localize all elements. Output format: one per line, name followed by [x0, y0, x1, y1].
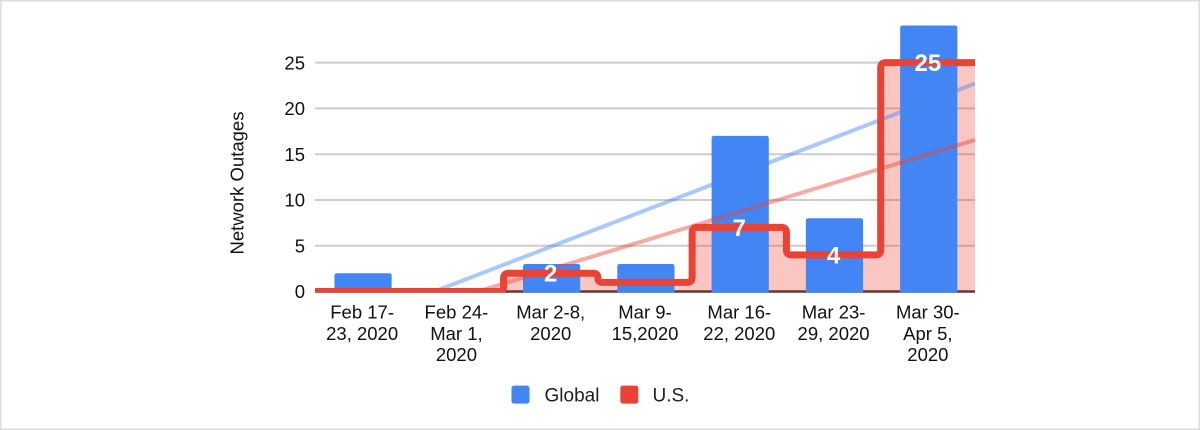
svg-text:Mar 9-: Mar 9-	[618, 302, 671, 323]
svg-text:25: 25	[284, 52, 305, 73]
svg-text:0: 0	[295, 281, 305, 302]
svg-text:2020: 2020	[530, 323, 571, 344]
svg-text:4: 4	[827, 242, 841, 269]
svg-text:Feb 17-: Feb 17-	[330, 302, 394, 323]
svg-text:5: 5	[295, 235, 305, 256]
svg-text:7: 7	[733, 215, 746, 242]
svg-text:Global: Global	[545, 386, 600, 407]
svg-text:23, 2020: 23, 2020	[326, 323, 398, 344]
svg-text:2020: 2020	[436, 344, 477, 365]
svg-text:29, 2020: 29, 2020	[798, 323, 870, 344]
svg-text:Mar 1,: Mar 1,	[430, 323, 482, 344]
svg-text:25: 25	[915, 50, 942, 77]
svg-text:20: 20	[284, 98, 305, 119]
svg-text:Mar 30-: Mar 30-	[896, 302, 960, 323]
svg-text:22, 2020: 22, 2020	[703, 323, 775, 344]
svg-text:Apr 5,: Apr 5,	[903, 323, 952, 344]
svg-text:Mar 2-8,: Mar 2-8,	[516, 302, 585, 323]
svg-text:Feb 24-: Feb 24-	[425, 302, 489, 323]
svg-text:2: 2	[544, 261, 557, 288]
svg-text:15: 15	[284, 144, 305, 165]
svg-text:Mar 23-: Mar 23-	[802, 302, 866, 323]
svg-text:Mar 16-: Mar 16-	[707, 302, 771, 323]
svg-text:15,2020: 15,2020	[612, 323, 679, 344]
svg-text:Network Outages: Network Outages	[227, 112, 248, 255]
svg-text:U.S.: U.S.	[653, 386, 690, 407]
svg-text:10: 10	[284, 190, 305, 211]
svg-text:2020: 2020	[907, 344, 948, 365]
